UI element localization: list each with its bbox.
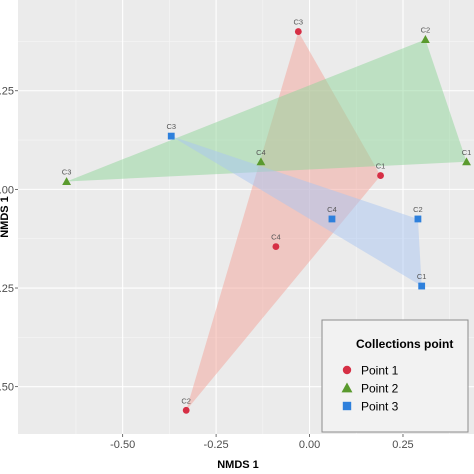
marker-point-3-c3	[167, 132, 175, 140]
point-label-point-1-c4: C4	[271, 233, 281, 242]
marker-point-2-c3	[62, 177, 72, 186]
marker-point-1-c1	[377, 172, 384, 179]
legend-title: Collections point	[356, 337, 453, 351]
x-tick-label: -0.50	[110, 439, 135, 451]
legend-label-point-2: Point 2	[361, 382, 399, 396]
marker-point-1-c3	[294, 28, 302, 35]
point-label-point-1-c2: C2	[181, 396, 191, 405]
point-label-point-3-c1: C1	[417, 272, 427, 281]
legend-label-point-1: Point 1	[361, 364, 399, 378]
marker-point-1-c4	[272, 243, 280, 250]
legend: Collections point Point 1 Point 2 Point 3	[321, 319, 469, 433]
legend-marker-point-2	[341, 382, 353, 393]
legend-marker-point-3	[342, 401, 352, 411]
point-label-point-3-c3: C3	[166, 122, 176, 131]
marker-point-1-c2	[182, 406, 190, 414]
y-axis-title: NMDS 1	[0, 196, 11, 238]
point-label-point-3-c2: C2	[413, 205, 423, 214]
point-label-point-2-c2: C2	[421, 25, 431, 34]
point-label-point-2-c4: C4	[256, 148, 266, 157]
legend-box	[321, 319, 469, 433]
point-labels: C1 C2 C3 C4 C1 C2 C3 C4 C1 C2 C3 C4	[62, 18, 472, 406]
marker-point-3-c2	[414, 215, 422, 223]
x-tick-label: -0.25	[204, 439, 229, 451]
point-label-point-2-c3: C3	[62, 167, 72, 176]
point-label-point-3-c4: C4	[327, 205, 337, 214]
marker-point-3-c4	[328, 215, 336, 223]
x-tick-label: 0.00	[299, 439, 320, 451]
x-axis-ticks: -0.50 -0.25 0.00 0.25	[110, 434, 414, 451]
legend-marker-point-1	[342, 365, 352, 375]
hull-point-2	[66, 39, 467, 182]
y-tick-label: .00	[0, 184, 14, 196]
hull-point-3	[171, 136, 422, 287]
y-tick-label: .25	[0, 86, 14, 98]
y-tick-label: .50	[0, 382, 14, 394]
legend-items: Point 1 Point 2 Point 3	[341, 364, 399, 414]
point-label-point-1-c1: C1	[376, 162, 386, 171]
group-hulls	[66, 31, 467, 411]
marker-point-2-c4	[256, 157, 266, 166]
marker-point-3-c1	[418, 282, 426, 290]
data-points	[62, 28, 471, 414]
marker-point-2-c2	[420, 35, 430, 43]
point-label-point-1-c3: C3	[294, 18, 304, 27]
legend-label-point-3: Point 3	[361, 400, 399, 414]
y-tick-label: .25	[0, 283, 14, 295]
x-axis-title: NMDS 1	[217, 459, 259, 471]
point-label-point-2-c1: C1	[462, 148, 472, 157]
x-tick-label: 0.25	[392, 439, 413, 451]
marker-point-2-c1	[462, 157, 471, 166]
y-axis-ticks: .50 .25 .00 .25	[0, 86, 18, 394]
